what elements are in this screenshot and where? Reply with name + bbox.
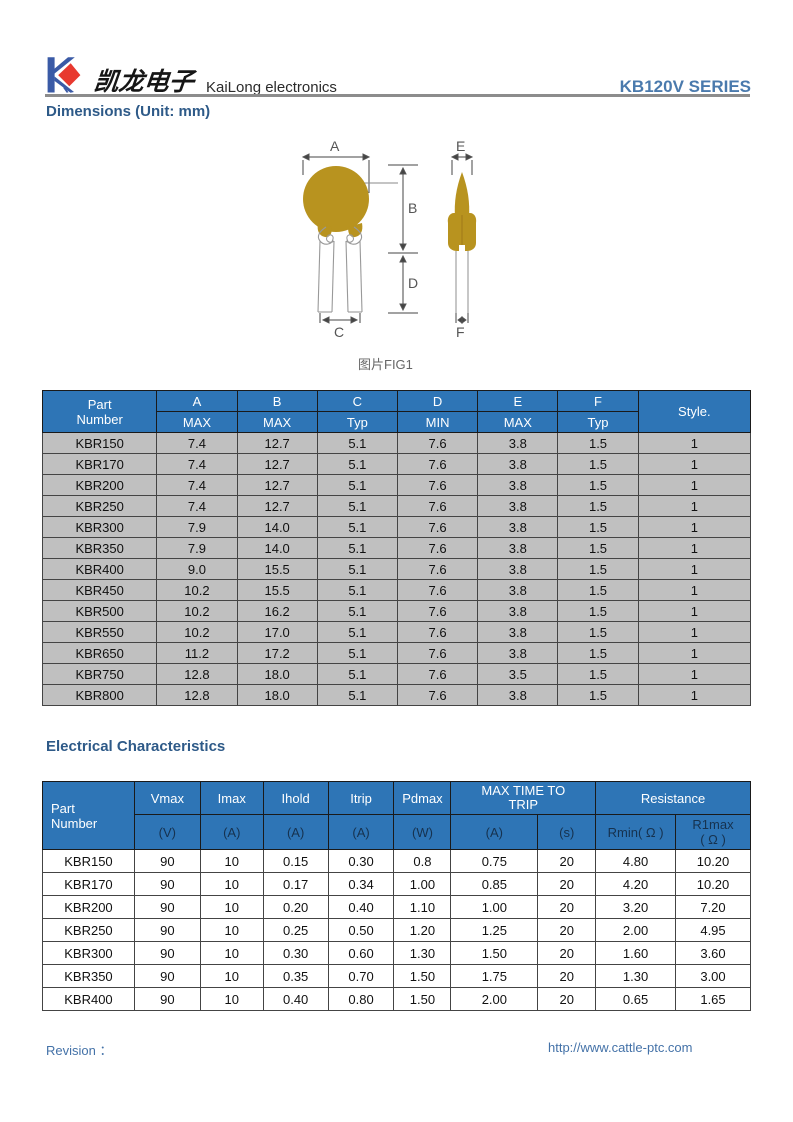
svg-text:C: C [334,324,344,340]
svg-text:D: D [408,275,418,291]
svg-text:E: E [456,138,465,154]
svg-text:F: F [456,324,465,340]
svg-text:B: B [408,200,417,216]
svg-text:A: A [330,138,340,154]
